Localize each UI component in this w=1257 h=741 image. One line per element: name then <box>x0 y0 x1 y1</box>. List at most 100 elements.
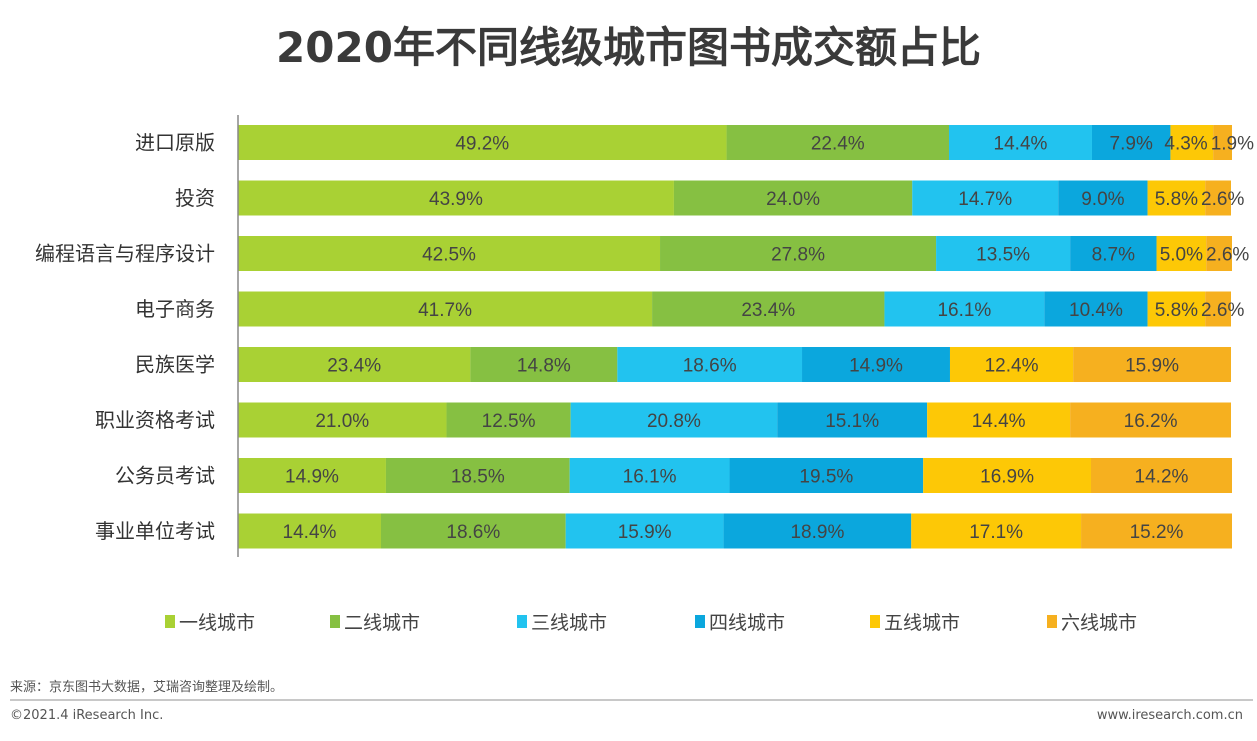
data-label: 22.4% <box>811 134 865 155</box>
bar-segment <box>1070 236 1157 271</box>
chart-title: 2020年不同线级城市图书成交额占比 <box>276 23 981 72</box>
bar-segment <box>1206 236 1232 271</box>
legend-item: 二线城市 <box>330 608 420 635</box>
legend-label: 五线城市 <box>884 612 961 634</box>
data-label: 41.7% <box>418 300 472 321</box>
data-label: 5.8% <box>1155 189 1198 210</box>
legend-item: 一线城市 <box>165 608 255 635</box>
legend-swatch <box>517 615 527 628</box>
data-label: 12.5% <box>482 411 536 432</box>
bar-segment <box>927 402 1071 438</box>
legend-item: 三线城市 <box>517 608 607 635</box>
category-label: 职业资格考试 <box>95 408 215 432</box>
data-label: 24.0% <box>766 189 820 210</box>
bar-segment <box>470 347 618 382</box>
data-label: 2.6% <box>1201 189 1244 210</box>
legend: 一线城市 二线城市 三线城市 四线城市 五线城市 六线城市 <box>0 608 1257 636</box>
bar-segment <box>723 513 912 549</box>
bar-segment <box>884 291 1045 327</box>
data-label: 18.6% <box>446 522 500 543</box>
data-label: 12.4% <box>985 356 1039 377</box>
data-label: 14.9% <box>285 467 339 488</box>
data-label: 15.2% <box>1130 522 1184 543</box>
data-label: 23.4% <box>741 300 795 321</box>
data-label: 18.6% <box>683 356 737 377</box>
data-label: 5.0% <box>1160 245 1203 266</box>
data-label: 14.4% <box>972 411 1026 432</box>
bar-segment <box>238 180 674 216</box>
stacked-bar-chart: 进口原版 49.2% 22.4% 14.4% 7.9% 4.3% 1.9% 投资 43.9% 24… <box>35 115 1254 557</box>
bar-segment <box>1081 513 1232 549</box>
bar-segment <box>238 347 471 382</box>
data-label: 16.1% <box>937 300 991 321</box>
category-label: 进口原版 <box>135 131 215 155</box>
legend-swatch <box>330 615 340 628</box>
legend-label: 三线城市 <box>531 612 608 634</box>
bar-segment <box>1156 236 1207 271</box>
legend-label: 六线城市 <box>1061 612 1138 634</box>
bar-segment <box>777 402 928 438</box>
bar-segment <box>936 236 1071 271</box>
legend-item: 四线城市 <box>695 608 785 635</box>
data-label: 14.7% <box>958 189 1012 210</box>
copyright: ©2021.4 iResearch Inc. <box>10 708 164 723</box>
category-label: 电子商务 <box>135 297 215 321</box>
data-label: 15.9% <box>1125 356 1179 377</box>
legend-label: 四线城市 <box>709 612 786 634</box>
bar-segment <box>1073 347 1231 382</box>
data-label: 2.6% <box>1206 245 1249 266</box>
bar-segment <box>912 180 1059 216</box>
data-label: 14.4% <box>283 522 337 543</box>
website-link[interactable]: www.iresearch.com.cn <box>1096 708 1243 723</box>
data-label: 16.2% <box>1124 411 1178 432</box>
data-label: 14.2% <box>1135 467 1189 488</box>
data-label: 14.8% <box>517 356 571 377</box>
data-label: 17.1% <box>969 522 1023 543</box>
bar-segment <box>238 458 386 493</box>
bar-segment <box>385 458 570 493</box>
category-label: 投资 <box>175 186 215 210</box>
legend-label: 一线城市 <box>179 612 256 634</box>
bar-segment <box>569 458 730 493</box>
data-label: 15.1% <box>825 411 879 432</box>
bar-segment <box>380 513 566 549</box>
legend-swatch <box>695 615 705 628</box>
bar-segment <box>1205 291 1231 327</box>
data-label: 49.2% <box>455 134 509 155</box>
legend-item: 六线城市 <box>1047 608 1137 635</box>
bar-segment <box>1147 180 1206 216</box>
bar-segment <box>726 125 949 160</box>
bar-segment <box>1147 291 1206 327</box>
bar-segment <box>565 513 724 549</box>
bar-segment <box>446 402 571 438</box>
bar-segment <box>652 291 885 327</box>
bar-segment <box>617 347 803 382</box>
data-label: 27.8% <box>771 245 825 266</box>
bar-segment <box>1070 402 1231 438</box>
data-label: 14.9% <box>849 356 903 377</box>
data-label: 14.4% <box>994 134 1048 155</box>
bar-segment <box>660 236 937 271</box>
bar-segment <box>238 125 727 160</box>
source-note: 来源：京东图书大数据，艾瑞咨询整理及绘制。 <box>10 680 284 695</box>
category-label: 事业单位考试 <box>95 519 215 543</box>
data-label: 4.3% <box>1164 134 1207 155</box>
data-label: 15.9% <box>618 522 672 543</box>
legend-item: 五线城市 <box>870 608 960 635</box>
data-label: 16.9% <box>980 467 1034 488</box>
data-label: 1.9% <box>1211 134 1254 155</box>
data-label: 20.8% <box>647 411 701 432</box>
bar-segment <box>238 236 661 271</box>
bar-segment <box>1091 125 1171 160</box>
legend-swatch <box>870 615 880 628</box>
footer-divider <box>10 699 1253 701</box>
bar-segment <box>911 513 1082 549</box>
bar-segment <box>1205 180 1231 216</box>
bar-segment <box>802 347 950 382</box>
bar-segment <box>1058 180 1148 216</box>
data-label: 13.5% <box>976 245 1030 266</box>
data-label: 5.8% <box>1155 300 1198 321</box>
bar-segment <box>1170 125 1214 160</box>
data-label: 18.9% <box>790 522 844 543</box>
legend-label: 二线城市 <box>344 612 421 634</box>
